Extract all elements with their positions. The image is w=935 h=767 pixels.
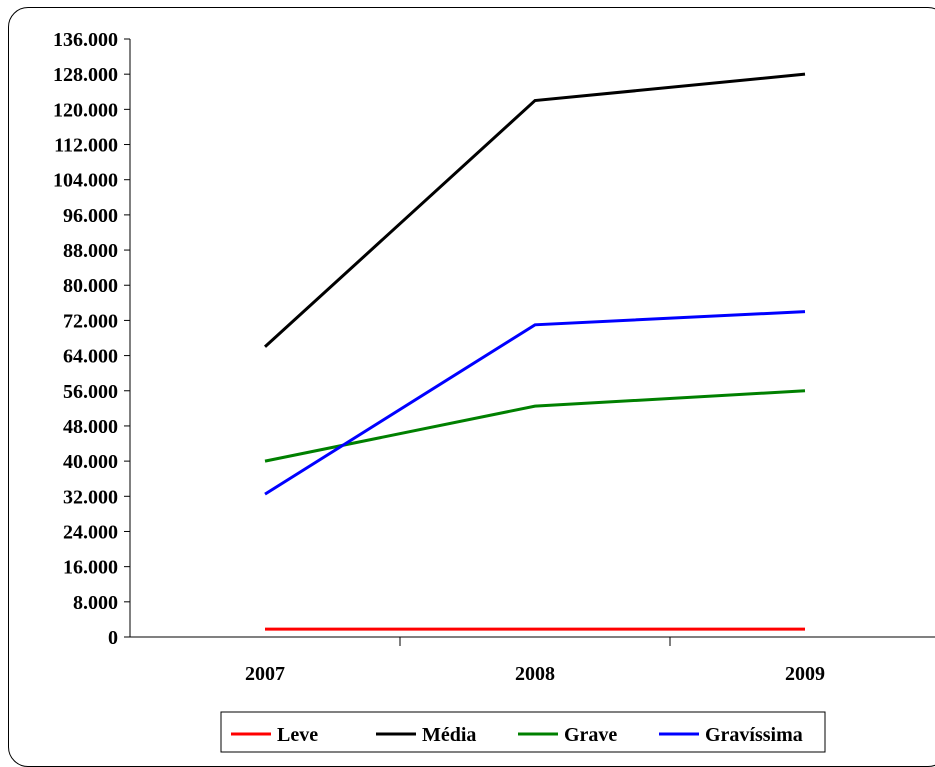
y-tick-label: 40.000	[63, 451, 118, 473]
series-line-media	[263, 72, 806, 348]
y-tick-label: 48.000	[63, 416, 118, 438]
y-tick-label: 16.000	[63, 557, 118, 579]
legend-label: Média	[422, 724, 476, 746]
series-line-grave	[264, 389, 806, 463]
y-tick-label: 104.000	[53, 170, 118, 192]
y-tick-label: 136.000	[53, 29, 118, 51]
legend: Leve Média Grave Gravíssima	[220, 711, 826, 753]
y-tick-label: 32.000	[63, 486, 118, 508]
y-axis-ticks: 0 8.000 16.000 24.000 32.000 40.000 48.000 56.0…	[53, 29, 130, 649]
y-tick-label: 8.000	[73, 592, 118, 614]
x-tick-label: 2007	[245, 663, 285, 685]
y-tick-label: 96.000	[63, 205, 118, 227]
series-lines	[263, 72, 806, 631]
x-tick-label: 2009	[785, 663, 825, 685]
x-axis-ticks: 2007 2008 2009	[245, 637, 825, 685]
y-tick-label: 72.000	[63, 310, 118, 332]
legend-label: Gravíssima	[705, 724, 803, 746]
legend-label: Leve	[277, 724, 318, 746]
y-tick-label: 80.000	[63, 275, 118, 297]
axes	[129, 39, 935, 638]
y-tick-label: 64.000	[63, 346, 118, 368]
y-tick-label: 128.000	[53, 64, 118, 86]
legend-label: Grave	[564, 724, 617, 746]
y-tick-label: 120.000	[53, 99, 118, 121]
y-tick-label: 24.000	[63, 521, 118, 543]
y-tick-label: 0	[108, 627, 118, 649]
series-line-gravissima	[264, 310, 806, 496]
y-tick-label: 56.000	[63, 381, 118, 403]
x-tick-label: 2008	[515, 663, 555, 685]
chart-frame	[8, 7, 935, 767]
y-tick-label: 112.000	[54, 135, 118, 157]
legend-box	[220, 711, 826, 753]
y-tick-label: 88.000	[63, 240, 118, 262]
